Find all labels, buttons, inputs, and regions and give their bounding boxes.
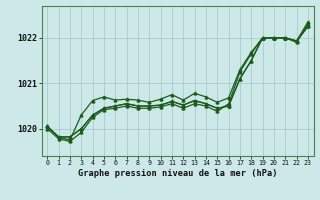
- X-axis label: Graphe pression niveau de la mer (hPa): Graphe pression niveau de la mer (hPa): [78, 169, 277, 178]
